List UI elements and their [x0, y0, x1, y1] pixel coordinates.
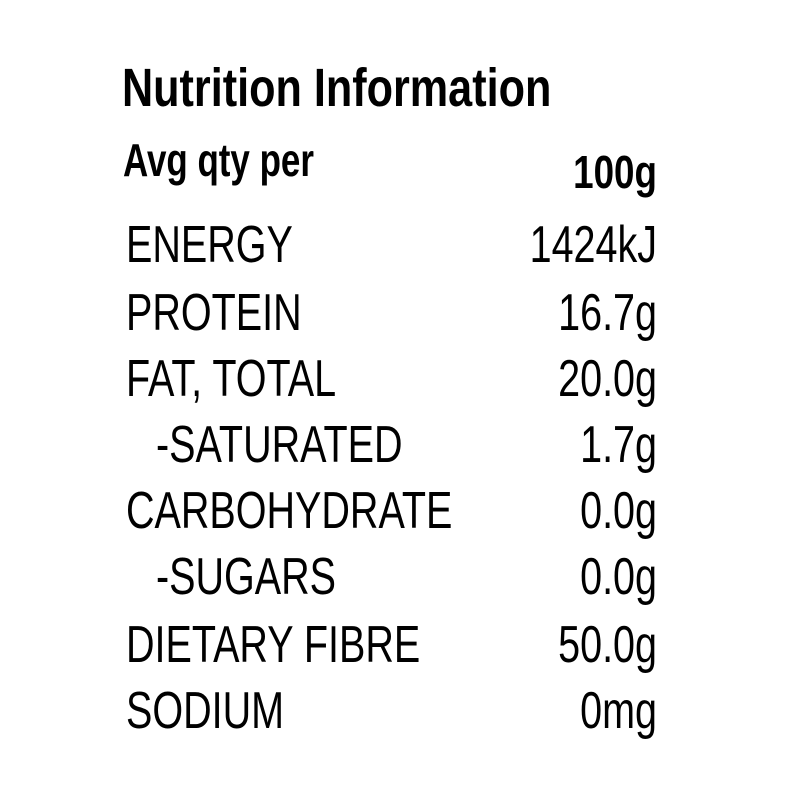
row-label: CARBOHYDRATE: [126, 481, 452, 540]
header-label: Avg qty per: [123, 134, 314, 186]
row-label: DIETARY FIBRE: [126, 615, 420, 674]
header-value: 100g: [573, 146, 657, 198]
title: Nutrition Information: [122, 59, 551, 119]
row-label-indented: -SUGARS: [156, 547, 336, 606]
row-label: SODIUM: [126, 681, 284, 740]
table: ENERGY 1424kJ PROTEIN 16.7g FAT, TOTAL 2…: [126, 215, 657, 740]
row-value: 0mg: [580, 681, 657, 740]
row-label: ENERGY: [126, 215, 293, 274]
row-value: 20.0g: [558, 349, 657, 408]
row-label: FAT, TOTAL: [126, 349, 336, 408]
row-label: PROTEIN: [126, 283, 302, 342]
row-label-indented: -SATURATED: [156, 415, 403, 474]
row-value: 50.0g: [558, 615, 657, 674]
row-value: 1424kJ: [530, 215, 657, 274]
row-value: 16.7g: [558, 283, 657, 342]
row-value: 0.0g: [580, 481, 657, 540]
row-value: 1.7g: [580, 415, 657, 474]
row-value: 0.0g: [580, 547, 657, 606]
